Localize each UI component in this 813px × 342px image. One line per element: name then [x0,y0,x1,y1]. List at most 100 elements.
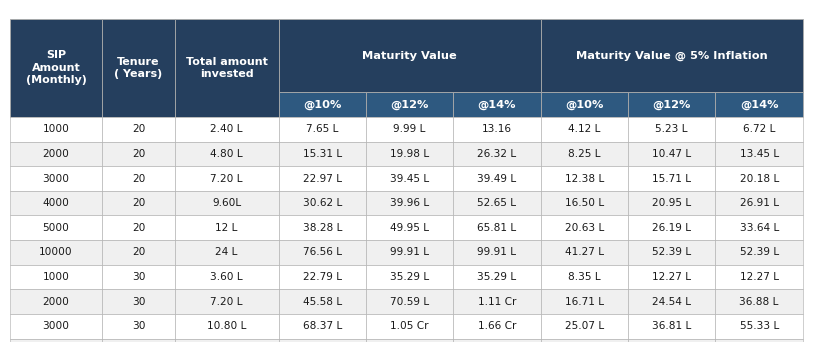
Bar [453,191,541,215]
Bar [541,314,628,339]
Bar [453,92,541,117]
Text: @12%: @12% [390,100,428,110]
Text: 19.98 L: 19.98 L [390,149,429,159]
Bar [715,314,803,339]
Text: 39.96 L: 39.96 L [390,198,429,208]
Bar [102,339,175,342]
Text: @14%: @14% [477,100,516,110]
Text: 12.27 L: 12.27 L [740,272,779,282]
Bar [628,215,715,240]
Text: @14%: @14% [740,100,778,110]
Bar [102,166,175,191]
Bar [366,191,453,215]
Text: 7.65 L: 7.65 L [307,124,338,134]
Bar [366,265,453,289]
Text: 1000: 1000 [42,272,69,282]
Bar [175,314,279,339]
Bar [175,240,279,265]
Bar [102,265,175,289]
Text: 24 L: 24 L [215,247,238,258]
Text: 12 L: 12 L [215,223,238,233]
Text: 35.29 L: 35.29 L [390,272,429,282]
Text: 8.25 L: 8.25 L [568,149,601,159]
Bar [10,142,102,166]
Bar [628,314,715,339]
Bar [10,289,102,314]
Bar [366,92,453,117]
Bar [541,19,803,92]
Bar [453,240,541,265]
Bar [715,289,803,314]
Text: 2000: 2000 [42,149,69,159]
Text: 5.23 L: 5.23 L [655,124,688,134]
Text: 26.32 L: 26.32 L [477,149,516,159]
Bar [102,19,175,117]
Text: 2.40 L: 2.40 L [211,124,243,134]
Bar [715,215,803,240]
Text: 10.80 L: 10.80 L [207,321,246,331]
Bar [366,240,453,265]
Text: 36.88 L: 36.88 L [740,297,779,307]
Text: 52.39 L: 52.39 L [652,247,691,258]
Bar [628,117,715,142]
Text: 12.27 L: 12.27 L [652,272,691,282]
Text: 10000: 10000 [39,247,73,258]
Bar [175,19,279,117]
Bar [102,314,175,339]
Bar [279,142,366,166]
Text: 30.62 L: 30.62 L [302,198,342,208]
Bar [175,339,279,342]
Text: 9.99 L: 9.99 L [393,124,426,134]
Bar [10,191,102,215]
Bar [453,314,541,339]
Text: 7.20 L: 7.20 L [211,297,243,307]
Text: 15.71 L: 15.71 L [652,173,691,184]
Bar [102,240,175,265]
Bar [453,289,541,314]
Text: 22.97 L: 22.97 L [302,173,341,184]
Bar [366,142,453,166]
Text: 16.50 L: 16.50 L [564,198,604,208]
Bar [541,215,628,240]
Text: 3000: 3000 [42,321,70,331]
Text: 3.60 L: 3.60 L [211,272,243,282]
Bar [541,339,628,342]
Text: 33.64 L: 33.64 L [740,223,779,233]
Text: 13.16: 13.16 [482,124,512,134]
Text: Maturity Value @ 5% Inflation: Maturity Value @ 5% Inflation [576,50,767,61]
Text: SIP
Amount
(Monthly): SIP Amount (Monthly) [25,51,86,85]
Bar [10,19,102,117]
Bar [279,191,366,215]
Bar [175,166,279,191]
Text: 1000: 1000 [42,124,69,134]
Bar [279,19,541,92]
Text: Tenure
( Years): Tenure ( Years) [115,57,163,79]
Bar [628,265,715,289]
Bar [715,142,803,166]
Text: 20: 20 [132,247,146,258]
Text: 8.35 L: 8.35 L [567,272,601,282]
Text: 39.45 L: 39.45 L [390,173,429,184]
Bar [279,265,366,289]
Bar [453,339,541,342]
Text: @12%: @12% [652,100,690,110]
Text: 30: 30 [132,321,146,331]
Text: 70.59 L: 70.59 L [390,297,429,307]
Bar [366,166,453,191]
Text: 16.71 L: 16.71 L [565,297,604,307]
Text: 68.37 L: 68.37 L [302,321,342,331]
Text: 35.29 L: 35.29 L [477,272,516,282]
Text: 30: 30 [132,297,146,307]
Bar [366,117,453,142]
Bar [541,191,628,215]
Text: 52.65 L: 52.65 L [477,198,516,208]
Text: 20.18 L: 20.18 L [740,173,779,184]
Bar [279,215,366,240]
Bar [10,166,102,191]
Bar [175,142,279,166]
Text: 41.27 L: 41.27 L [565,247,604,258]
Text: 24.54 L: 24.54 L [652,297,691,307]
Text: 1.05 Cr: 1.05 Cr [390,321,428,331]
Bar [175,289,279,314]
Bar [715,191,803,215]
